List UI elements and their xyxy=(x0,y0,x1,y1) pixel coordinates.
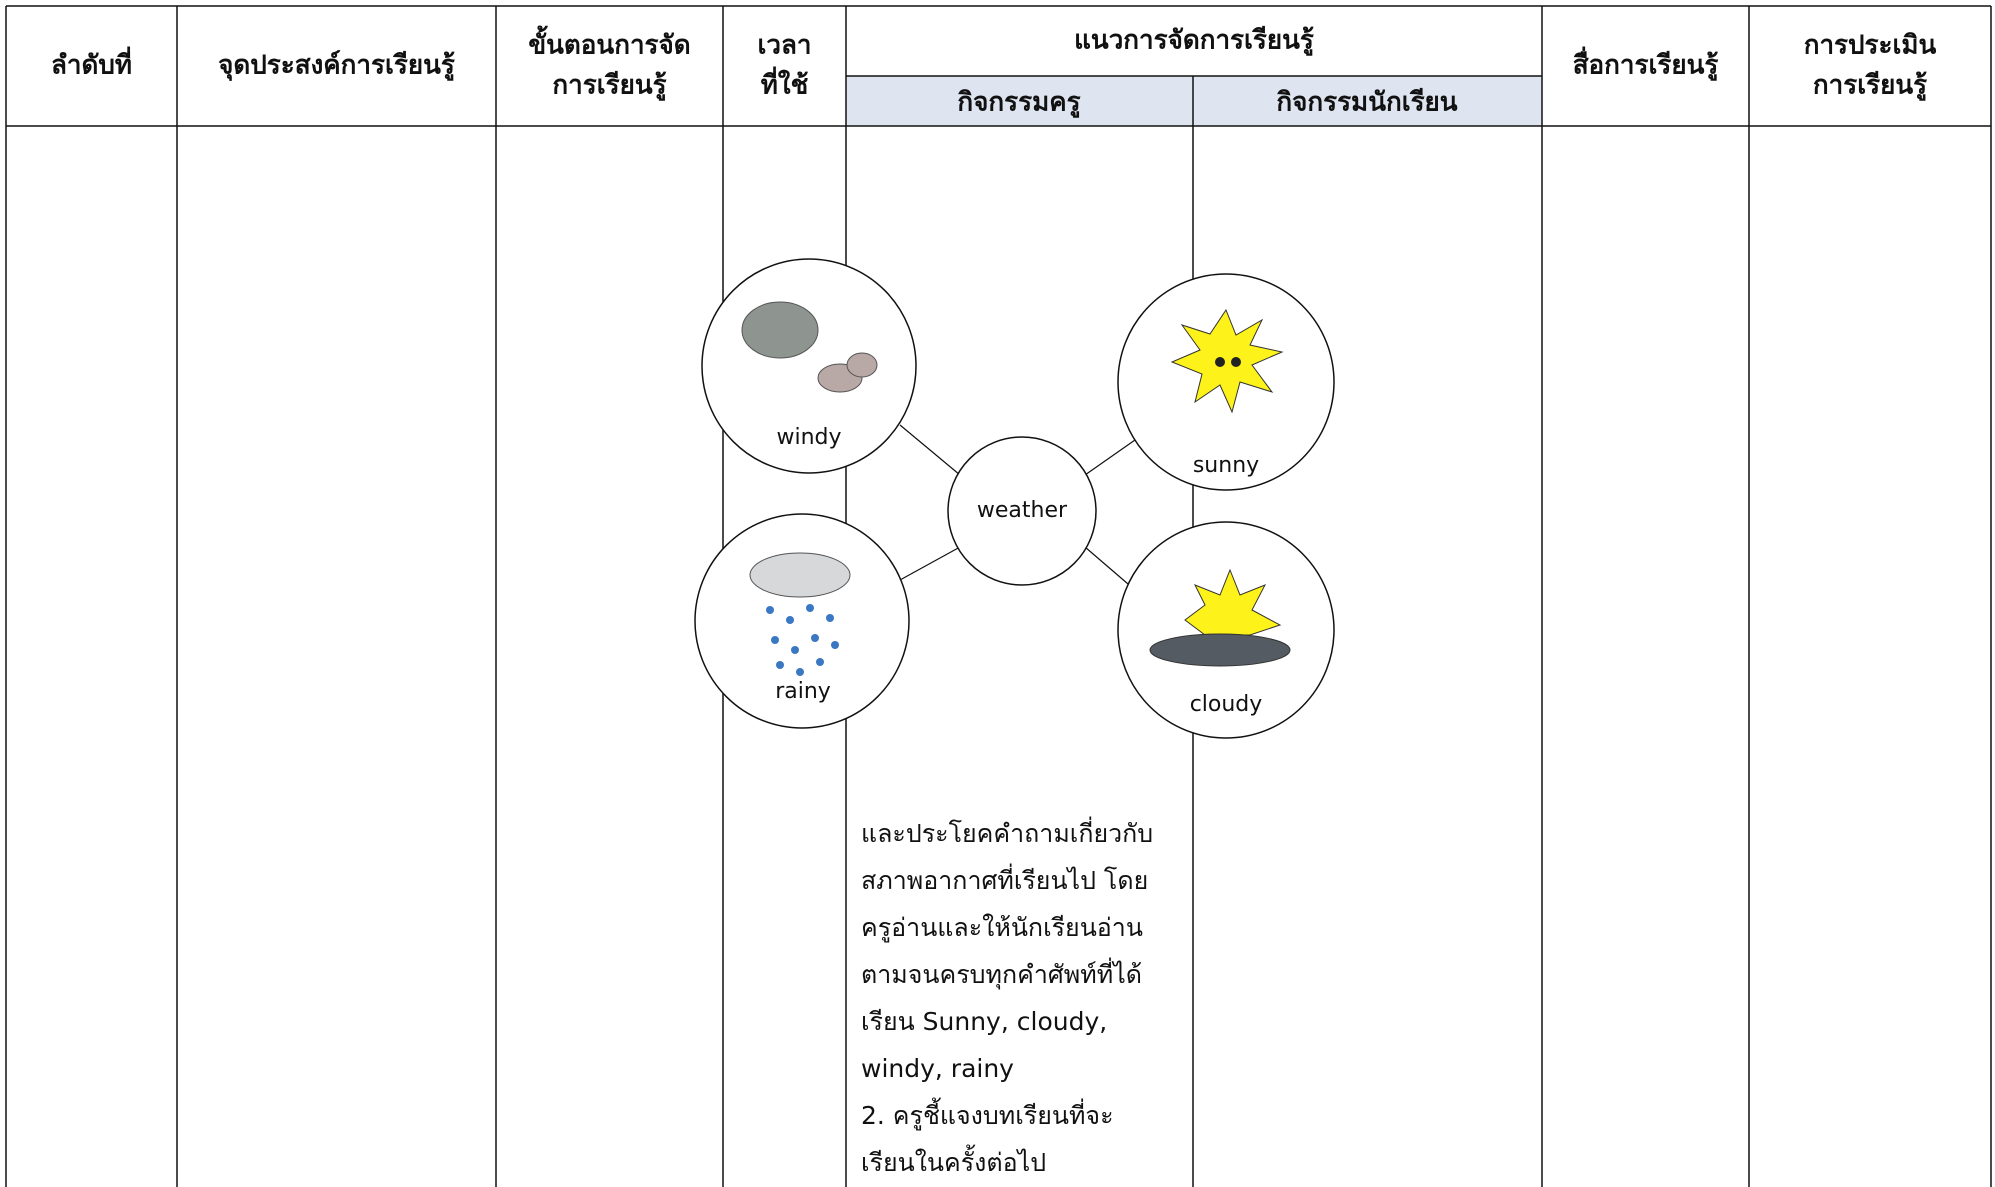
column-header: การเรียนรู้ xyxy=(1813,71,1927,102)
subheader-bg xyxy=(846,76,1542,126)
teacher-text-line: สภาพอากาศที่เรียนไป โดย xyxy=(861,863,1148,895)
weather-diagram: weather windy sunny rainy cloudy xyxy=(694,258,1335,739)
teacher-text-line: ครูอ่านและให้นักเรียนอ่าน xyxy=(861,913,1143,943)
diagram-node: rainy xyxy=(775,679,831,704)
teacher-text-line: เรียน Sunny, cloudy, xyxy=(861,1007,1107,1036)
sunny-icon xyxy=(1170,308,1284,414)
column-header: ลำดับที่ xyxy=(51,46,132,81)
teacher-text-line: ตามจนครบทุกคำศัพท์ที่ได้ xyxy=(861,957,1142,990)
teacher-text-line: 2. ครูชี้แจงบทเรียนที่จะ xyxy=(861,1097,1114,1131)
windy-icon xyxy=(741,301,878,393)
column-header: จุดประสงค์การเรียนรู้ xyxy=(218,50,455,82)
column-header: เวลา xyxy=(757,31,811,61)
rainy-icon xyxy=(749,552,851,676)
subheader: กิจกรรมครู xyxy=(957,88,1080,119)
column-header: การประเมิน xyxy=(1804,31,1937,61)
column-header: สื่อการเรียนรู้ xyxy=(1573,46,1719,82)
column-header: แนวการจัดการเรียนรู้ xyxy=(1074,26,1314,57)
diagram-node: windy xyxy=(776,425,841,450)
column-header: ที่ใช้ xyxy=(761,66,808,101)
diagram-center: weather xyxy=(977,498,1068,523)
diagram-node: sunny xyxy=(1193,453,1259,478)
column-header: ขั้นตอนการจัด xyxy=(528,25,690,61)
subheader: กิจกรรมนักเรียน xyxy=(1276,88,1457,118)
teacher-text-line: เรียนในครั้งต่อไป xyxy=(861,1144,1046,1177)
column-header: การเรียนรู้ xyxy=(552,71,666,102)
teacher-text-line: windy, rainy xyxy=(861,1054,1014,1083)
teacher-text-line: และประโยคคำถามเกี่ยวกับ xyxy=(861,816,1153,848)
table-lines xyxy=(5,5,1992,1187)
cloudy-icon xyxy=(1149,568,1291,667)
diagram-node: cloudy xyxy=(1190,692,1263,717)
